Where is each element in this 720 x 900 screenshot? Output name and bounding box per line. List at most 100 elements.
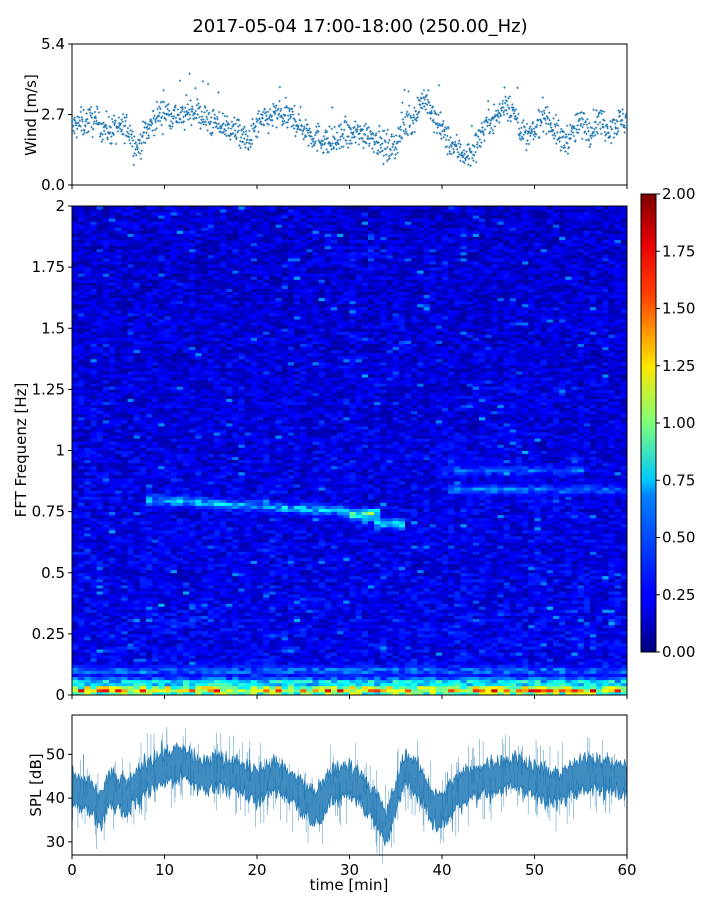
- spectrogram-cell: [103, 493, 110, 496]
- spectrogram-cell: [78, 634, 85, 637]
- spectrogram-cell: [91, 353, 98, 356]
- spectrogram-cell: [121, 258, 128, 261]
- spectrogram-cell: [78, 506, 85, 509]
- spectrogram-cell: [134, 637, 141, 640]
- spectrogram-cell: [103, 518, 110, 521]
- spectrogram-cell: [146, 564, 153, 567]
- spectrogram-cell: [72, 454, 79, 457]
- spectrogram-cell: [128, 490, 135, 493]
- spectrogram-cell: [84, 405, 91, 408]
- spectrogram-cell: [109, 380, 116, 383]
- spectrogram-cell: [103, 399, 110, 402]
- spectrogram-cell: [121, 344, 128, 347]
- spectrogram-cell: [91, 619, 98, 622]
- spectrogram-cell: [91, 487, 98, 490]
- spectrogram-cell: [84, 509, 91, 512]
- spectrogram-cell: [109, 536, 116, 539]
- spectrogram-cell: [152, 444, 159, 447]
- spectrogram-cell: [84, 606, 91, 609]
- spectrogram-cell: [97, 640, 104, 643]
- spectrogram-cell: [78, 674, 85, 677]
- spectrogram-cell: [91, 536, 98, 539]
- spectrogram-cell: [121, 667, 128, 670]
- spectrogram-cell: [91, 295, 98, 298]
- spectrogram-cell: [152, 466, 159, 469]
- spectrogram-cell: [146, 292, 153, 295]
- spectrogram-cell: [97, 411, 104, 414]
- spectrogram-cell: [128, 664, 135, 667]
- spectrogram-cell: [91, 616, 98, 619]
- spectrogram-cell: [72, 472, 79, 475]
- spectrogram-cell: [103, 564, 110, 567]
- spectrogram-cell: [109, 377, 116, 380]
- spectrogram-cell: [146, 521, 153, 524]
- spectrogram-cell: [121, 380, 128, 383]
- spectrogram-cell: [152, 689, 159, 692]
- spectrogram-cell: [91, 661, 98, 664]
- spectrogram-cell: [97, 408, 104, 411]
- spectrogram-cell: [103, 542, 110, 545]
- spectrogram-cell: [109, 414, 116, 417]
- spectrogram-cell: [109, 603, 116, 606]
- spectrogram-cell: [72, 292, 79, 295]
- spectrogram-cell: [128, 322, 135, 325]
- spectrogram-cell: [140, 454, 147, 457]
- spectrogram-cell: [128, 295, 135, 298]
- spectrogram-cell: [97, 655, 104, 658]
- spectrogram-cell: [91, 258, 98, 261]
- spectrogram-cell: [97, 652, 104, 655]
- spectrogram-cell: [134, 567, 141, 570]
- spectrogram-cell: [146, 282, 153, 285]
- spectrogram-cell: [78, 536, 85, 539]
- spectrogram-cell: [78, 542, 85, 545]
- spectrogram-cell: [146, 209, 153, 212]
- spectrogram-cell: [72, 368, 79, 371]
- spectrogram-cell: [84, 454, 91, 457]
- spectrogram-cell: [91, 206, 98, 209]
- spectrogram-cell: [134, 557, 141, 560]
- spectrogram-cell: [97, 597, 104, 600]
- spectrogram-cell: [115, 267, 122, 270]
- spectrogram-cell: [72, 307, 79, 310]
- spectrogram-cell: [121, 518, 128, 521]
- spectrogram-cell: [72, 509, 79, 512]
- spectrogram-cell: [103, 316, 110, 319]
- spectrogram-cell: [121, 395, 128, 398]
- spectrogram-cell: [128, 304, 135, 307]
- spectrogram-cell: [152, 435, 159, 438]
- spectrogram-cell: [121, 484, 128, 487]
- spectrogram-cell: [97, 447, 104, 450]
- spectrogram-cell: [84, 334, 91, 337]
- spectrogram-cell: [97, 649, 104, 652]
- spectrogram-cell: [78, 637, 85, 640]
- spectrogram-cell: [91, 466, 98, 469]
- spectrogram-cell: [97, 298, 104, 301]
- spectrogram-cell: [121, 530, 128, 533]
- spectrogram-cell: [109, 585, 116, 588]
- spectrogram-cell: [121, 567, 128, 570]
- spectrogram-cell: [103, 301, 110, 304]
- spectrogram-cell: [140, 612, 147, 615]
- spectrogram-cell: [103, 426, 110, 429]
- spectrogram-cell: [134, 310, 141, 313]
- spectrogram-cell: [128, 411, 135, 414]
- spectrogram-cell: [134, 643, 141, 646]
- spectrogram-cell: [146, 447, 153, 450]
- spectrogram-cell: [146, 472, 153, 475]
- spectrogram-cell: [146, 386, 153, 389]
- spectrogram-cell: [84, 374, 91, 377]
- spectrogram-cell: [78, 279, 85, 282]
- spectrogram-cell: [91, 689, 98, 692]
- spectrogram-cell: [121, 680, 128, 683]
- spectrogram-cell: [109, 417, 116, 420]
- spectrogram-cell: [128, 506, 135, 509]
- spectrogram-cell: [72, 646, 79, 649]
- spectrogram-cell: [115, 564, 122, 567]
- spectrogram-cell: [128, 515, 135, 518]
- spectrogram-cell: [91, 512, 98, 515]
- spectrogram-cell: [128, 319, 135, 322]
- spectrogram-cell: [78, 237, 85, 240]
- spectrogram-cell: [103, 512, 110, 515]
- spectrogram-cell: [103, 264, 110, 267]
- spectrogram-cell: [115, 606, 122, 609]
